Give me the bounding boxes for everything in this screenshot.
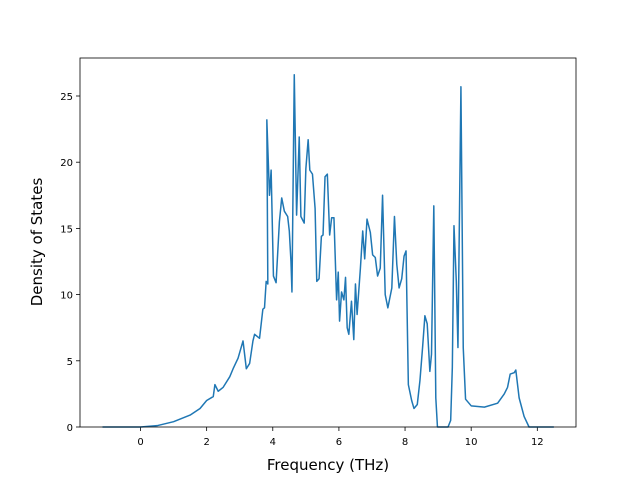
y-tick-label: 25 bbox=[60, 92, 73, 103]
x-axis-label: Frequency (THz) bbox=[267, 456, 389, 474]
line bbox=[102, 74, 554, 428]
y-tick-label: 0 bbox=[67, 423, 73, 434]
y-axis-label: Density of States bbox=[28, 178, 46, 307]
x-tick-label: 6 bbox=[336, 437, 342, 448]
y-tick-label: 10 bbox=[60, 291, 73, 302]
x-tick-label: 10 bbox=[465, 437, 478, 448]
y-tick-label: 5 bbox=[67, 357, 73, 368]
plot-frame bbox=[79, 57, 577, 428]
x-tick-label: 8 bbox=[402, 437, 408, 448]
y-tick-label: 15 bbox=[60, 224, 73, 235]
x-tick-label: 4 bbox=[270, 437, 276, 448]
y-tick-label: 20 bbox=[60, 158, 73, 169]
x-tick-label: 0 bbox=[137, 437, 143, 448]
x-tick-label: 2 bbox=[203, 437, 209, 448]
x-tick-label: 12 bbox=[531, 437, 544, 448]
